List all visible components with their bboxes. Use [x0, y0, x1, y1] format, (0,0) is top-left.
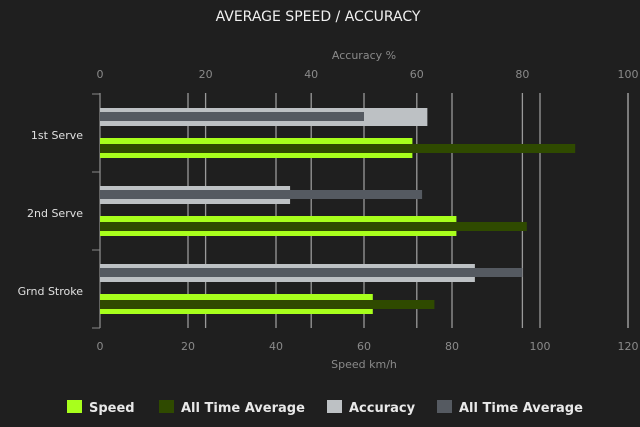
legend-label: Speed [89, 401, 135, 416]
category-label: 1st Serve [31, 129, 83, 142]
bottom-tick-label: 100 [530, 340, 551, 353]
speed-average-bar [100, 144, 576, 153]
top-tick-label: 60 [410, 68, 424, 81]
legend-label: Accuracy [349, 401, 416, 416]
legend-label: All Time Average [459, 401, 583, 416]
top-tick-label: 80 [515, 68, 529, 81]
bottom-tick-label: 120 [618, 340, 639, 353]
top-tick-label: 20 [199, 68, 213, 81]
legend-swatch [159, 400, 174, 413]
category-label: Grnd Stroke [18, 285, 84, 298]
bottom-axis-label: Speed km/h [331, 358, 397, 371]
speed-average-bar [100, 300, 435, 309]
bottom-tick-label: 80 [445, 340, 459, 353]
accuracy-average-bar [100, 112, 364, 121]
top-tick-label: 100 [618, 68, 639, 81]
top-axis-label: Accuracy % [332, 49, 396, 62]
bottom-tick-label: 40 [269, 340, 283, 353]
bottom-tick-label: 20 [181, 340, 195, 353]
speed-average-bar [100, 222, 527, 231]
accuracy-average-bar [100, 268, 523, 277]
legend-label: All Time Average [181, 401, 305, 416]
bottom-tick-label: 0 [97, 340, 104, 353]
legend-swatch [327, 400, 342, 413]
category-label: 2nd Serve [27, 207, 83, 220]
top-tick-label: 40 [304, 68, 318, 81]
chart-title: AVERAGE SPEED / ACCURACY [216, 9, 421, 25]
accuracy-average-bar [100, 190, 423, 199]
legend-swatch [67, 400, 82, 413]
legend-swatch [437, 400, 452, 413]
bottom-tick-label: 60 [357, 340, 371, 353]
top-tick-label: 0 [97, 68, 104, 81]
